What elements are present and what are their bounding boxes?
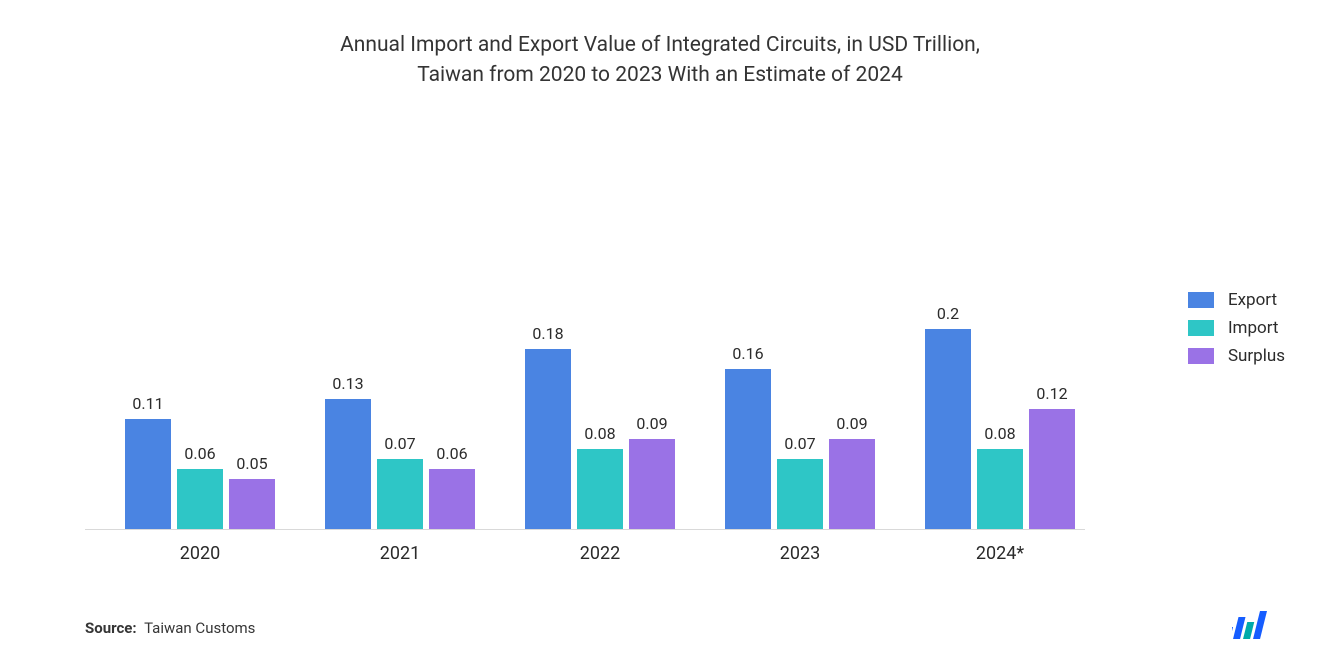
legend-label: Surplus bbox=[1228, 346, 1285, 366]
legend-swatch bbox=[1188, 348, 1214, 364]
x-axis-category: 2022 bbox=[580, 543, 620, 564]
bar-export bbox=[325, 399, 371, 529]
legend-label: Import bbox=[1228, 318, 1279, 338]
bar-export bbox=[925, 329, 971, 529]
bar-surplus bbox=[429, 469, 475, 529]
bar-value-label: 0.07 bbox=[770, 434, 830, 453]
bar-value-label: 0.07 bbox=[370, 434, 430, 453]
bar-value-label: 0.06 bbox=[422, 444, 482, 463]
bar-import bbox=[377, 459, 423, 529]
brand-logo bbox=[1232, 603, 1292, 643]
bar-import bbox=[977, 449, 1023, 529]
source-attribution: Source: Taiwan Customs bbox=[85, 619, 255, 637]
legend-item-surplus: Surplus bbox=[1188, 346, 1285, 366]
legend-item-import: Import bbox=[1188, 318, 1285, 338]
legend-swatch bbox=[1188, 320, 1214, 336]
bar-export bbox=[125, 419, 171, 529]
bar-value-label: 0.12 bbox=[1022, 384, 1082, 403]
chart-container: Annual Import and Export Value of Integr… bbox=[0, 0, 1320, 665]
bar-surplus bbox=[629, 439, 675, 529]
bar-value-label: 0.05 bbox=[222, 454, 282, 473]
legend-swatch bbox=[1188, 292, 1214, 308]
legend-label: Export bbox=[1228, 290, 1277, 310]
bar-surplus bbox=[829, 439, 875, 529]
bar-value-label: 0.09 bbox=[822, 414, 882, 433]
bar-surplus bbox=[1029, 409, 1075, 529]
bar-value-label: 0.08 bbox=[570, 424, 630, 443]
bar-value-label: 0.13 bbox=[318, 374, 378, 393]
chart-title: Annual Import and Export Value of Integr… bbox=[0, 30, 1320, 91]
bar-value-label: 0.2 bbox=[918, 304, 978, 323]
bar-import bbox=[177, 469, 223, 529]
bar-value-label: 0.08 bbox=[970, 424, 1030, 443]
x-axis-category: 2021 bbox=[380, 543, 420, 564]
bar-import bbox=[577, 449, 623, 529]
bar-export bbox=[725, 369, 771, 529]
legend-item-export: Export bbox=[1188, 290, 1285, 310]
title-line-2: Taiwan from 2020 to 2023 With an Estimat… bbox=[417, 63, 903, 87]
legend: Export Import Surplus bbox=[1188, 290, 1285, 374]
source-value: Taiwan Customs bbox=[144, 619, 255, 637]
bar-import bbox=[777, 459, 823, 529]
plot-area: 0.110.060.0520200.130.070.0620210.180.08… bbox=[85, 130, 1085, 530]
bar-value-label: 0.16 bbox=[718, 344, 778, 363]
bar-value-label: 0.18 bbox=[518, 324, 578, 343]
title-line-1: Annual Import and Export Value of Integr… bbox=[340, 33, 980, 57]
bar-value-label: 0.09 bbox=[622, 414, 682, 433]
bar-value-label: 0.11 bbox=[118, 394, 178, 413]
x-axis-category: 2024* bbox=[976, 543, 1024, 564]
x-axis-category: 2023 bbox=[780, 543, 820, 564]
x-axis-category: 2020 bbox=[180, 543, 220, 564]
source-label: Source: bbox=[85, 619, 137, 637]
bar-value-label: 0.06 bbox=[170, 444, 230, 463]
bar-export bbox=[525, 349, 571, 529]
bar-surplus bbox=[229, 479, 275, 529]
